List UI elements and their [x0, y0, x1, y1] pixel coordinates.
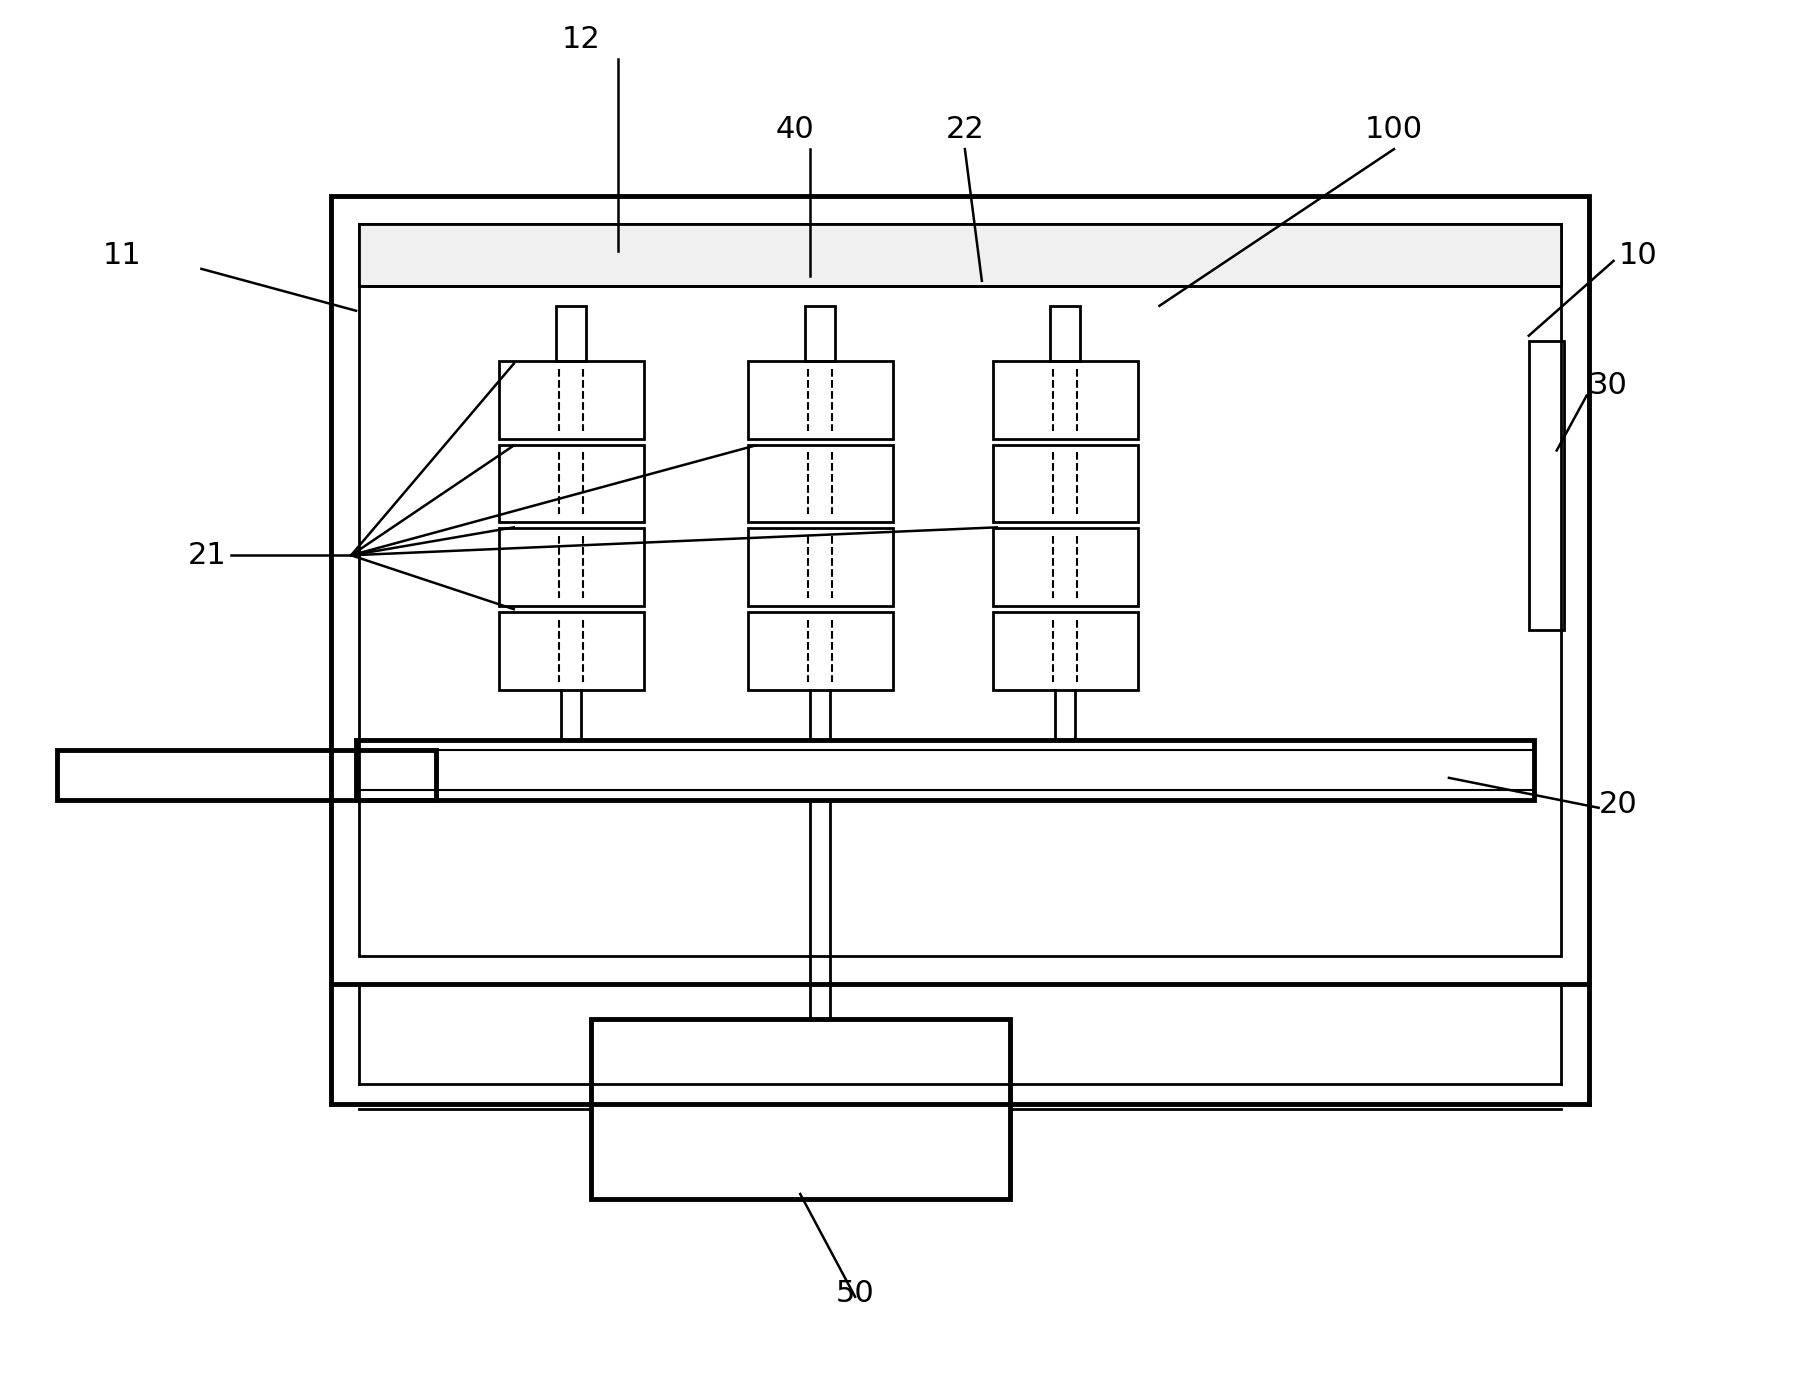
- Text: 11: 11: [103, 241, 141, 270]
- Bar: [498, 444, 643, 522]
- Text: 21: 21: [188, 540, 226, 570]
- Bar: [748, 444, 893, 522]
- Bar: [359, 224, 1561, 286]
- Text: 100: 100: [1365, 114, 1423, 143]
- Text: 20: 20: [1599, 790, 1637, 819]
- Bar: [357, 740, 1534, 800]
- Bar: [556, 306, 585, 361]
- Bar: [359, 224, 1561, 957]
- Bar: [331, 196, 1588, 985]
- Bar: [498, 612, 643, 690]
- Text: 22: 22: [945, 114, 983, 143]
- Bar: [992, 612, 1137, 690]
- Text: 50: 50: [835, 1279, 875, 1308]
- Text: 12: 12: [561, 25, 599, 54]
- Bar: [590, 1020, 1011, 1199]
- Bar: [1050, 306, 1079, 361]
- Bar: [992, 361, 1137, 439]
- Text: 10: 10: [1619, 241, 1657, 270]
- Text: 30: 30: [1588, 371, 1628, 400]
- Bar: [56, 749, 436, 800]
- Bar: [498, 528, 643, 606]
- Bar: [498, 361, 643, 439]
- Bar: [992, 444, 1137, 522]
- Bar: [748, 361, 893, 439]
- Bar: [748, 528, 893, 606]
- Bar: [1528, 341, 1563, 630]
- Bar: [748, 612, 893, 690]
- Text: 40: 40: [775, 114, 815, 143]
- Bar: [992, 528, 1137, 606]
- Bar: [806, 306, 835, 361]
